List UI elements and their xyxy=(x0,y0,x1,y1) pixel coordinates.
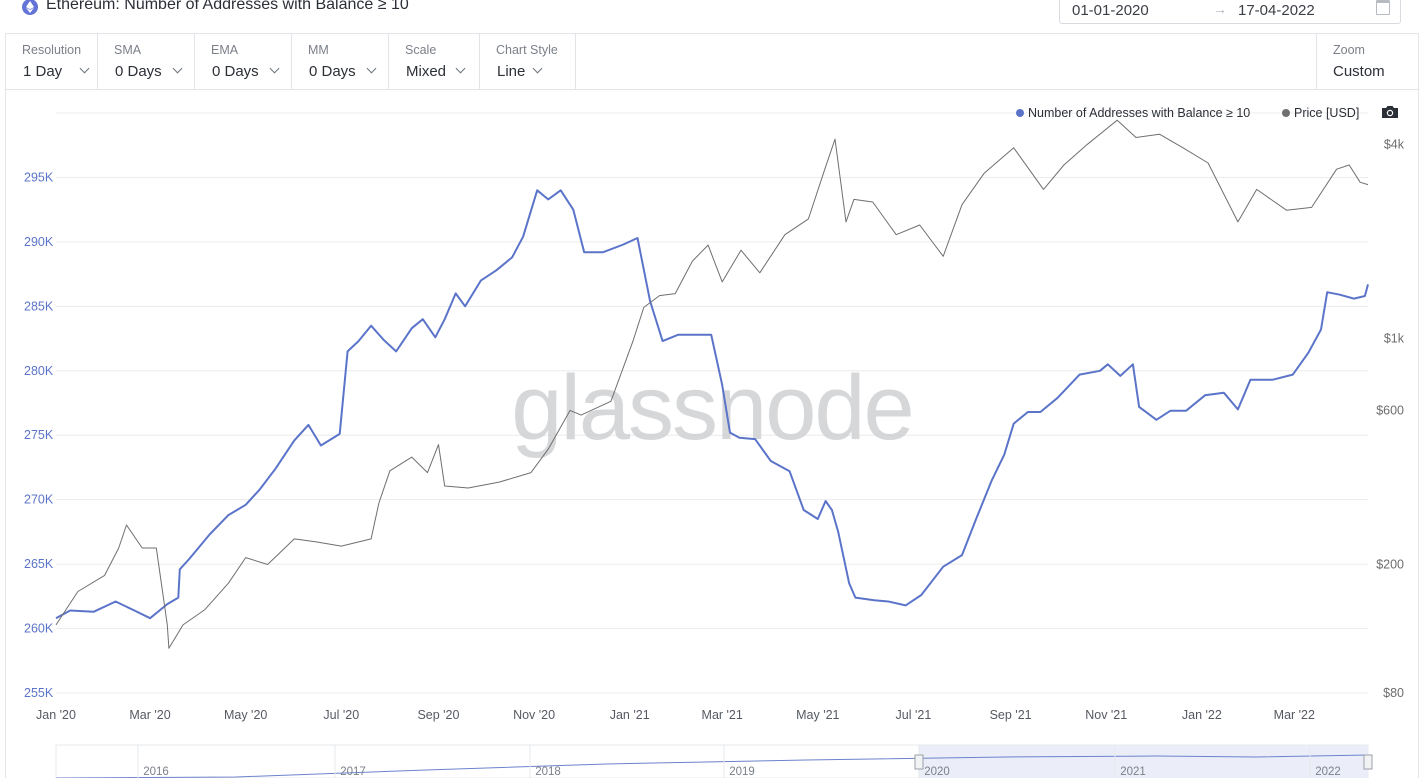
y-right-tick-label: $1k xyxy=(1384,332,1405,346)
y-left-tick-label: 280K xyxy=(24,364,54,378)
header: Ethereum: Number of Addresses with Balan… xyxy=(0,0,1425,33)
resolution-select[interactable]: Resolution 1 Day xyxy=(6,34,98,89)
navigator-handle-left[interactable] xyxy=(914,754,924,770)
x-tick-label: May '21 xyxy=(796,708,839,722)
sma-value: 0 Days xyxy=(115,63,162,80)
resolution-value: 1 Day xyxy=(23,63,63,80)
x-tick-label: Sep '21 xyxy=(990,708,1032,722)
x-tick-label: Mar '21 xyxy=(702,708,743,722)
x-tick-label: Jan '22 xyxy=(1182,708,1222,722)
watermark: glassnode xyxy=(511,357,912,459)
chevron-down-icon xyxy=(79,63,90,74)
navigator-year-label: 2019 xyxy=(729,766,755,778)
y-left-tick-label: 255K xyxy=(24,686,54,700)
mm-select[interactable]: MM 0 Days xyxy=(292,34,389,89)
zoom-select[interactable]: Zoom Custom xyxy=(1316,34,1419,89)
navigator-line xyxy=(55,754,1369,778)
x-tick-label: Jan '21 xyxy=(610,708,650,722)
y-right-tick-label: $200 xyxy=(1376,557,1404,571)
navigator-year-label: 2021 xyxy=(1120,766,1146,778)
legend-label: Number of Addresses with Balance ≥ 10 xyxy=(1028,106,1250,120)
zoom-label: Zoom xyxy=(1333,43,1365,57)
y-left-tick-label: 265K xyxy=(24,557,54,571)
x-tick-label: Mar '22 xyxy=(1274,708,1315,722)
resolution-label: Resolution xyxy=(22,43,82,57)
sma-label: SMA xyxy=(114,43,142,57)
zoom-value: Custom xyxy=(1333,63,1385,80)
ema-label: EMA xyxy=(211,43,239,57)
scale-select[interactable]: Scale Mixed xyxy=(389,34,480,89)
date-arrow: → xyxy=(1213,1,1227,17)
chart-style-value: Line xyxy=(497,63,526,80)
chart-style-select[interactable]: Chart Style Line xyxy=(480,34,576,89)
x-tick-label: Nov '21 xyxy=(1085,708,1127,722)
ethereum-icon xyxy=(22,0,38,15)
date-range-picker[interactable]: 01-01-2020 → 17-04-2022 xyxy=(1059,0,1401,24)
sma-select[interactable]: SMA 0 Days xyxy=(98,34,195,89)
chevron-down-icon xyxy=(532,63,543,74)
series-line-price xyxy=(55,119,1369,649)
legend-marker xyxy=(1016,109,1024,117)
scale-value: Mixed xyxy=(406,63,447,80)
ema-value: 0 Days xyxy=(212,63,259,80)
chevron-down-icon xyxy=(172,63,183,74)
legend-marker xyxy=(1282,109,1290,117)
date-to[interactable]: 17-04-2022 xyxy=(1238,2,1315,19)
date-from[interactable]: 01-01-2020 xyxy=(1072,2,1149,19)
y-right-tick-label: $4k xyxy=(1384,137,1405,151)
x-tick-label: Jan '20 xyxy=(36,708,76,722)
navigator-year-label: 2022 xyxy=(1315,766,1341,778)
camera-icon[interactable] xyxy=(1381,105,1399,119)
y-right-tick-label: $80 xyxy=(1383,686,1404,700)
series-line-addresses xyxy=(55,189,1369,620)
chart-area: 255K 260K 265K 270K 275K 280K 285K 290K 295K $80 $… xyxy=(5,89,1419,778)
y-left-tick-label: 285K xyxy=(24,299,54,313)
chart-toolbar: Resolution 1 Day SMA 0 Days EMA 0 Days M… xyxy=(5,33,1419,90)
ema-select[interactable]: EMA 0 Days xyxy=(195,34,292,89)
chevron-down-icon xyxy=(269,63,280,74)
x-tick-label: Nov '20 xyxy=(513,708,555,722)
calendar-icon[interactable] xyxy=(1376,0,1390,15)
x-tick-label: Sep '20 xyxy=(417,708,459,722)
navigator-year-label: 2018 xyxy=(535,766,561,778)
mm-label: MM xyxy=(308,43,329,57)
y-left-tick-label: 260K xyxy=(24,622,54,636)
chart-svg[interactable]: 255K 260K 265K 270K 275K 280K 285K 290K 295K $80 $… xyxy=(6,89,1418,778)
navigator-handle-right[interactable] xyxy=(1363,754,1373,770)
navigator-year-label: 2017 xyxy=(340,766,366,778)
x-tick-label: May '20 xyxy=(224,708,267,722)
navigator-year-label: 2016 xyxy=(143,766,169,778)
y-left-tick-label: 295K xyxy=(24,170,54,184)
y-left-tick-label: 290K xyxy=(24,235,54,249)
x-tick-label: Jul '20 xyxy=(323,708,359,722)
y-left-tick-label: 270K xyxy=(24,493,54,507)
legend-label: Price [USD] xyxy=(1294,106,1359,120)
mm-value: 0 Days xyxy=(309,63,356,80)
chart-style-label: Chart Style xyxy=(496,43,558,57)
y-left-tick-label: 275K xyxy=(24,428,54,442)
y-right-tick-label: $600 xyxy=(1376,403,1404,417)
x-tick-label: Mar '20 xyxy=(129,708,170,722)
chevron-down-icon xyxy=(455,63,466,74)
page-title: Ethereum: Number of Addresses with Balan… xyxy=(46,0,409,13)
chevron-down-icon xyxy=(366,63,377,74)
navigator-selection xyxy=(919,745,1368,778)
x-tick-label: Jul '21 xyxy=(896,708,932,722)
scale-label: Scale xyxy=(405,43,437,57)
navigator-year-label: 2020 xyxy=(924,766,950,778)
